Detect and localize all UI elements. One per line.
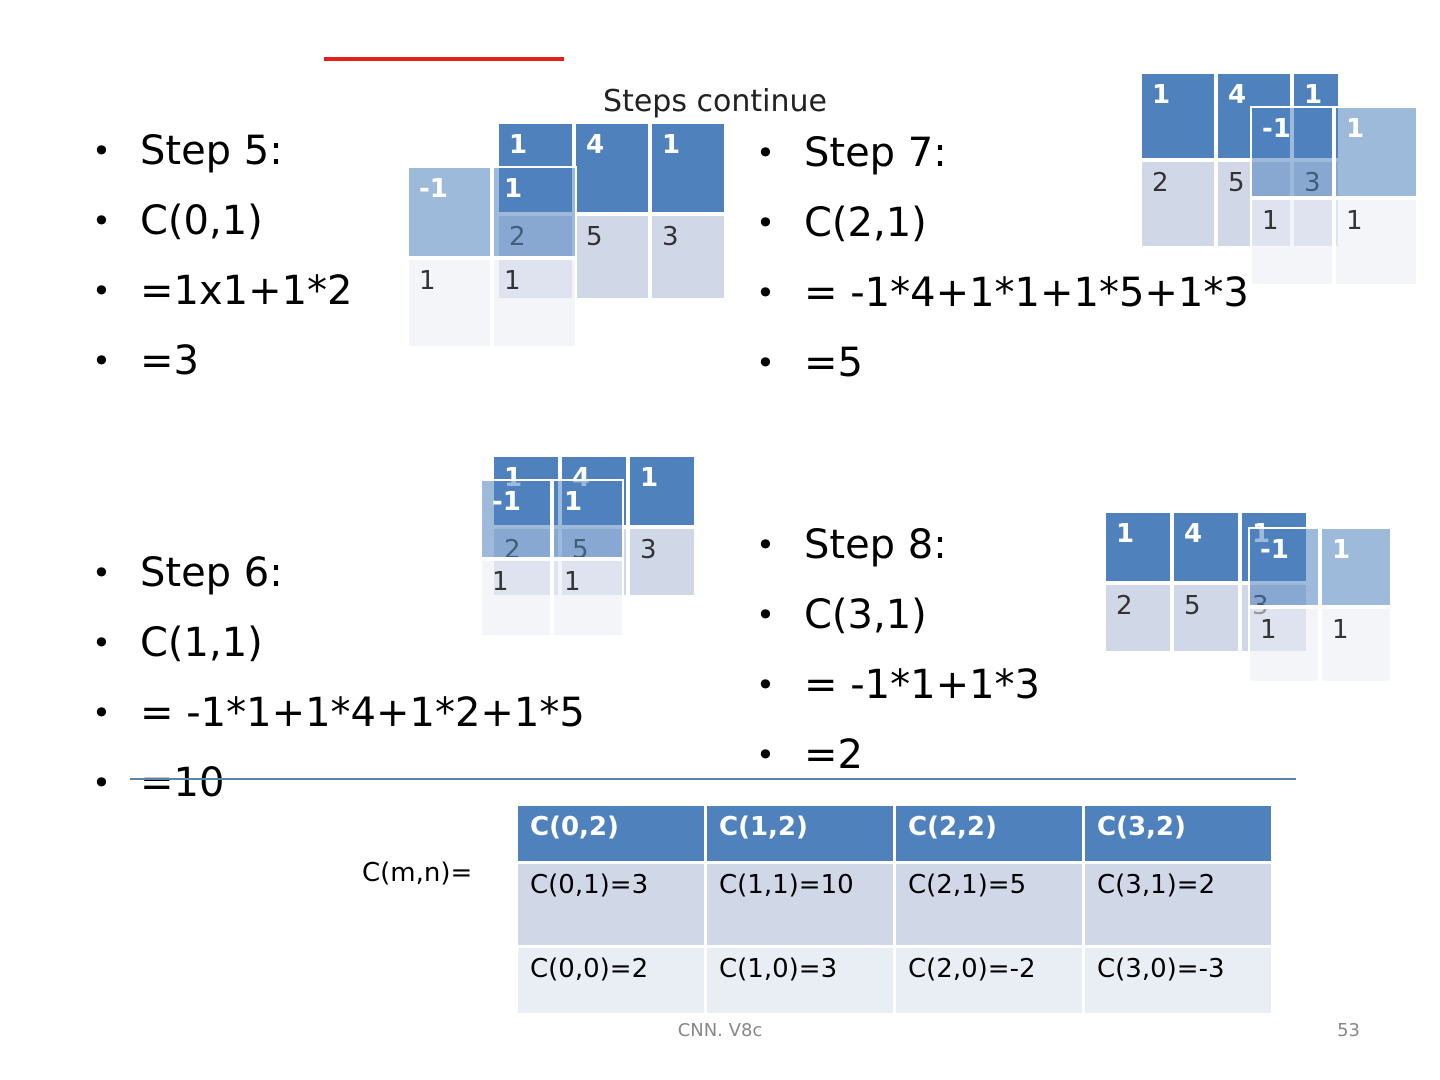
- step-8-list: Step 8: C(3,1) = -1*1+1*3 =2: [744, 510, 1040, 790]
- step-8-result: =2: [744, 720, 1040, 790]
- image-cell: 4: [574, 122, 650, 214]
- image-cell: 3: [650, 214, 726, 300]
- kernel-cell: 1: [1334, 198, 1418, 286]
- step-7-result: =5: [744, 328, 1249, 398]
- step-5-kernel-grid: -1 1 1 1: [407, 166, 577, 348]
- slide-title: Steps continue: [603, 84, 827, 119]
- image-cell: 5: [1172, 583, 1240, 653]
- section-divider: [130, 778, 1296, 780]
- slide-footer: CNN. V8c: [677, 1020, 763, 1041]
- kernel-cell: 1: [492, 166, 577, 258]
- kernel-cell: 1: [1320, 607, 1392, 683]
- image-cell: 1: [1140, 72, 1216, 160]
- title-accent-line: [324, 57, 564, 61]
- step-6-list: Step 6: C(1,1) = -1*1+1*4+1*2+1*5 =10: [80, 538, 585, 818]
- kernel-cell: 1: [1334, 106, 1418, 198]
- table-cell: C(1,0)=3: [704, 945, 896, 1016]
- kernel-cell: 1: [480, 559, 552, 637]
- step-7-kernel-grid: -1 1 1 1: [1250, 106, 1418, 286]
- step-6-position: C(1,1): [80, 608, 585, 678]
- step-8-position: C(3,1): [744, 580, 1040, 650]
- table-header-cell: C(1,2): [704, 803, 896, 864]
- table-header-cell: C(2,2): [893, 803, 1085, 864]
- step-5-position: C(0,1): [80, 186, 353, 256]
- image-cell: 1: [650, 122, 726, 214]
- kernel-cell: -1: [1250, 106, 1334, 198]
- kernel-cell: -1: [407, 166, 492, 258]
- kernel-cell: 1: [1248, 607, 1320, 683]
- step-7-formula: = -1*4+1*1+1*5+1*3: [744, 258, 1249, 328]
- image-cell: 3: [628, 527, 696, 597]
- table-cell: C(0,1)=3: [515, 861, 707, 948]
- image-cell: 1: [1104, 511, 1172, 583]
- kernel-cell: 1: [552, 479, 624, 559]
- image-cell: 1: [628, 455, 696, 527]
- step-5-result: =3: [80, 326, 353, 396]
- kernel-cell: 1: [407, 258, 492, 348]
- step-5-heading: Step 5:: [80, 116, 353, 186]
- result-label: C(m,n)=: [362, 858, 473, 888]
- step-5-list: Step 5: C(0,1) =1x1+1*2 =3: [80, 116, 353, 396]
- table-cell: C(3,0)=-3: [1082, 945, 1274, 1016]
- kernel-cell: 1: [1250, 198, 1334, 286]
- table-header-cell: C(3,2): [1082, 803, 1274, 864]
- kernel-cell: -1: [1248, 527, 1320, 607]
- table-cell: C(2,1)=5: [893, 861, 1085, 948]
- table-row: C(0,2) C(1,2) C(2,2) C(3,2): [515, 803, 1274, 864]
- table-row: C(0,1)=3 C(1,1)=10 C(2,1)=5 C(3,1)=2: [515, 861, 1274, 948]
- kernel-cell: 1: [492, 258, 577, 348]
- image-cell: 4: [1172, 511, 1240, 583]
- image-cell: 2: [1104, 583, 1172, 653]
- kernel-cell: 1: [552, 559, 624, 637]
- step-6-result: =10: [80, 748, 585, 818]
- step-7-position: C(2,1): [744, 188, 1249, 258]
- image-cell: 2: [1140, 160, 1216, 248]
- result-table: C(0,2) C(1,2) C(2,2) C(3,2) C(0,1)=3 C(1…: [515, 803, 1274, 1016]
- table-cell: C(1,1)=10: [704, 861, 896, 948]
- step-8-formula: = -1*1+1*3: [744, 650, 1040, 720]
- table-row: C(0,0)=2 C(1,0)=3 C(2,0)=-2 C(3,0)=-3: [515, 945, 1274, 1016]
- step-6-formula: = -1*1+1*4+1*2+1*5: [80, 678, 585, 748]
- step-7-heading: Step 7:: [744, 118, 1249, 188]
- table-header-cell: C(0,2): [515, 803, 707, 864]
- kernel-cell: -1: [480, 479, 552, 559]
- step-8-heading: Step 8:: [744, 510, 1040, 580]
- page-number: 53: [1337, 1020, 1360, 1041]
- kernel-cell: 1: [1320, 527, 1392, 607]
- table-cell: C(0,0)=2: [515, 945, 707, 1016]
- image-cell: 5: [574, 214, 650, 300]
- table-cell: C(2,0)=-2: [893, 945, 1085, 1016]
- table-cell: C(3,1)=2: [1082, 861, 1274, 948]
- step-6-heading: Step 6:: [80, 538, 585, 608]
- step-7-list: Step 7: C(2,1) = -1*4+1*1+1*5+1*3 =5: [744, 118, 1249, 398]
- step-8-kernel-grid: -1 1 1 1: [1248, 527, 1392, 683]
- step-5-formula: =1x1+1*2: [80, 256, 353, 326]
- step-6-kernel-grid: -1 1 1 1: [480, 479, 624, 637]
